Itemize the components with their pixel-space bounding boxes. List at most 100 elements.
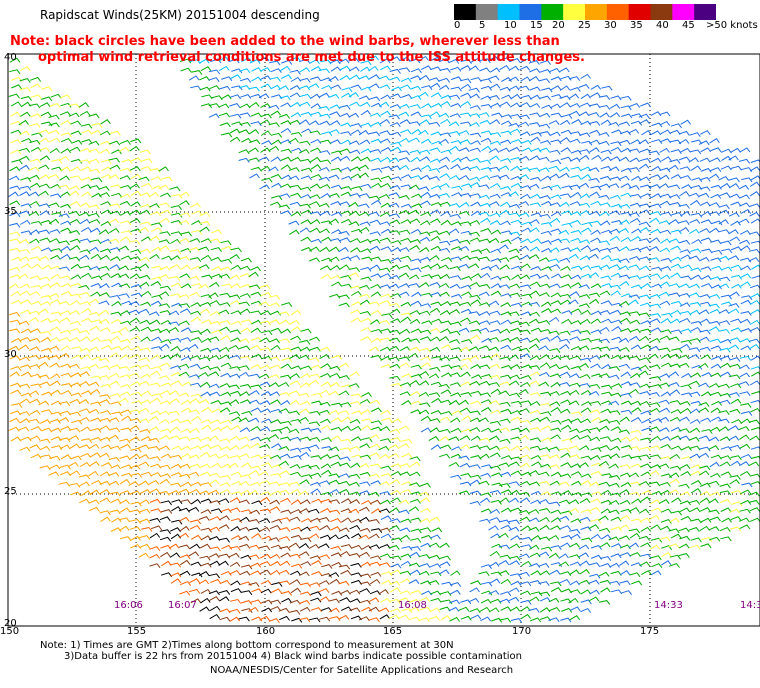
- wind-barb: [18, 426, 30, 432]
- wind-barb: [328, 409, 340, 415]
- wind-barb: [700, 417, 712, 423]
- wind-barb: [171, 472, 183, 477]
- wind-barb: [108, 417, 120, 423]
- wind-barb: [449, 382, 461, 387]
- wind-barb: [520, 227, 532, 233]
- wind-barb: [170, 365, 182, 371]
- wind-barb: [308, 444, 320, 450]
- wind-barb: [739, 443, 751, 449]
- wind-barb: [719, 192, 731, 198]
- wind-barb: [269, 391, 281, 397]
- wind-barb: [448, 145, 460, 152]
- wind-barb: [170, 380, 182, 386]
- wind-barb: [170, 578, 182, 584]
- wind-barb: [360, 409, 372, 415]
- wind-barb: [530, 131, 542, 137]
- wind-barb: [280, 120, 292, 126]
- wind-barb: [559, 166, 570, 172]
- wind-barb: [550, 292, 562, 298]
- wind-barb: [149, 488, 160, 494]
- wind-barb: [390, 555, 402, 561]
- wind-barb: [509, 489, 520, 496]
- wind-barb: [610, 95, 622, 101]
- wind-barb: [540, 266, 552, 272]
- wind-barb: [509, 560, 520, 566]
- wind-barb: [398, 283, 410, 289]
- wind-barb: [388, 444, 400, 450]
- wind-barb: [420, 356, 431, 361]
- wind-barb: [680, 392, 693, 398]
- wind-barb: [429, 327, 441, 333]
- wind-barb: [629, 328, 641, 334]
- wind-barb: [410, 461, 421, 467]
- wind-barb: [359, 293, 371, 299]
- wind-barb: [548, 501, 561, 507]
- wind-barb: [200, 347, 212, 353]
- wind-barb: [411, 203, 423, 209]
- wind-barb: [641, 427, 653, 433]
- wind-barb: [581, 140, 593, 146]
- wind-barb: [660, 489, 671, 495]
- wind-barb: [560, 473, 572, 479]
- wind-barb: [509, 292, 521, 298]
- wind-barb: [431, 102, 443, 108]
- wind-barb: [589, 139, 601, 145]
- wind-barb: [79, 301, 91, 307]
- wind-barb: [241, 410, 253, 416]
- wind-barb: [330, 426, 343, 432]
- wind-barb: [739, 372, 750, 378]
- wind-barb: [88, 311, 100, 317]
- wind-barb: [628, 507, 640, 513]
- wind-barb: [288, 167, 300, 172]
- wind-barb: [688, 436, 700, 442]
- wind-barb: [249, 509, 261, 515]
- wind-barb: [739, 434, 750, 440]
- wind-barb: [319, 265, 331, 271]
- wind-barb: [338, 294, 350, 300]
- wind-barb: [200, 419, 212, 424]
- wind-barb: [68, 230, 81, 235]
- wind-barb: [649, 514, 660, 520]
- wind-barb: [600, 318, 612, 324]
- wind-barb: [718, 209, 730, 215]
- wind-barb: [111, 300, 122, 307]
- wind-barb: [599, 579, 611, 585]
- wind-barb: [460, 381, 472, 387]
- wind-barb: [58, 481, 70, 487]
- wind-barb: [611, 326, 622, 332]
- wind-barb: [440, 591, 452, 596]
- wind-barb: [340, 256, 352, 262]
- wind-barb: [40, 111, 52, 117]
- wind-barb: [208, 103, 220, 108]
- wind-barb: [138, 226, 149, 233]
- wind-barb: [590, 346, 602, 352]
- wind-barb: [188, 374, 200, 379]
- wind-barb: [540, 391, 552, 397]
- wind-barb: [299, 599, 311, 605]
- wind-barb: [98, 292, 110, 298]
- wind-barb: [590, 283, 602, 289]
- wind-barb: [149, 546, 161, 551]
- wind-barb: [538, 257, 550, 263]
- wind-barb: [569, 382, 581, 388]
- wind-barb: [171, 302, 183, 308]
- scale-label-25: 25: [578, 20, 591, 31]
- wind-barb: [220, 401, 232, 407]
- wind-barb: [148, 203, 160, 209]
- wind-barb: [749, 319, 760, 325]
- wind-barb: [740, 345, 752, 351]
- wind-barb: [510, 157, 522, 162]
- wind-barb: [379, 138, 391, 144]
- wind-barb: [260, 83, 272, 89]
- wind-barb: [289, 471, 302, 477]
- wind-barb: [700, 211, 712, 217]
- wind-barb: [20, 392, 32, 398]
- wind-barb: [99, 130, 111, 136]
- wind-barb: [570, 365, 582, 371]
- wind-barb: [159, 434, 170, 440]
- wind-barb: [300, 328, 312, 334]
- wind-barb: [318, 616, 331, 622]
- wind-barb: [210, 58, 222, 64]
- wind-barb: [359, 527, 371, 533]
- wind-barb: [430, 202, 442, 207]
